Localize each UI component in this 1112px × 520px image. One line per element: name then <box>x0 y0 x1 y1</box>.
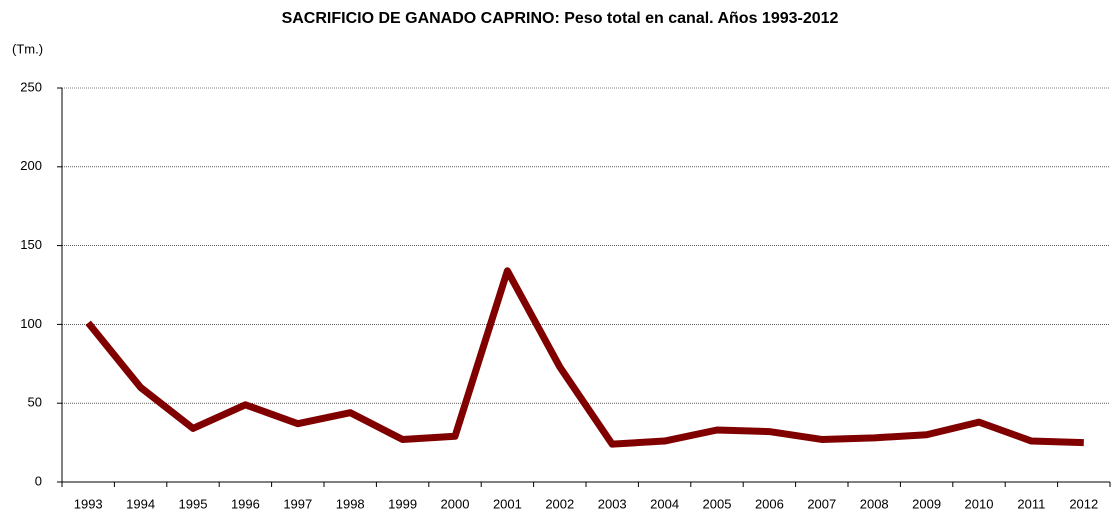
x-tick-label: 2010 <box>965 496 994 511</box>
y-tick-label: 50 <box>28 395 42 410</box>
x-tick-label: 1995 <box>179 496 208 511</box>
x-tick-label: 2003 <box>598 496 627 511</box>
x-tick-label: 2004 <box>650 496 679 511</box>
x-tick-label: 2005 <box>703 496 732 511</box>
x-tick-label: 2007 <box>807 496 836 511</box>
y-tick-label: 100 <box>20 316 42 331</box>
chart-title: SACRIFICIO DE GANADO CAPRINO: Peso total… <box>282 10 839 27</box>
x-tick-label: 2006 <box>755 496 784 511</box>
x-tick-label: 1996 <box>231 496 260 511</box>
x-tick-label: 2000 <box>441 496 470 511</box>
y-axis-label: (Tm.) <box>12 41 43 56</box>
x-tick-label: 2008 <box>860 496 889 511</box>
x-tick-label: 2009 <box>912 496 941 511</box>
x-tick-label: 2001 <box>493 496 522 511</box>
x-tick-label: 1997 <box>283 496 312 511</box>
x-tick-label: 2002 <box>545 496 574 511</box>
y-tick-label: 0 <box>35 473 42 488</box>
x-tick-label: 1998 <box>336 496 365 511</box>
y-tick-label: 150 <box>20 237 42 252</box>
x-tick-label: 1999 <box>388 496 417 511</box>
data-line <box>85 267 1084 448</box>
x-tick-label: 1994 <box>126 496 155 511</box>
y-tick-label: 200 <box>20 158 42 173</box>
x-tick-label: 2011 <box>1017 496 1045 511</box>
y-tick-label: 250 <box>20 79 42 94</box>
x-tick-label: 1993 <box>74 496 103 511</box>
x-tick-label: 2012 <box>1069 496 1098 511</box>
